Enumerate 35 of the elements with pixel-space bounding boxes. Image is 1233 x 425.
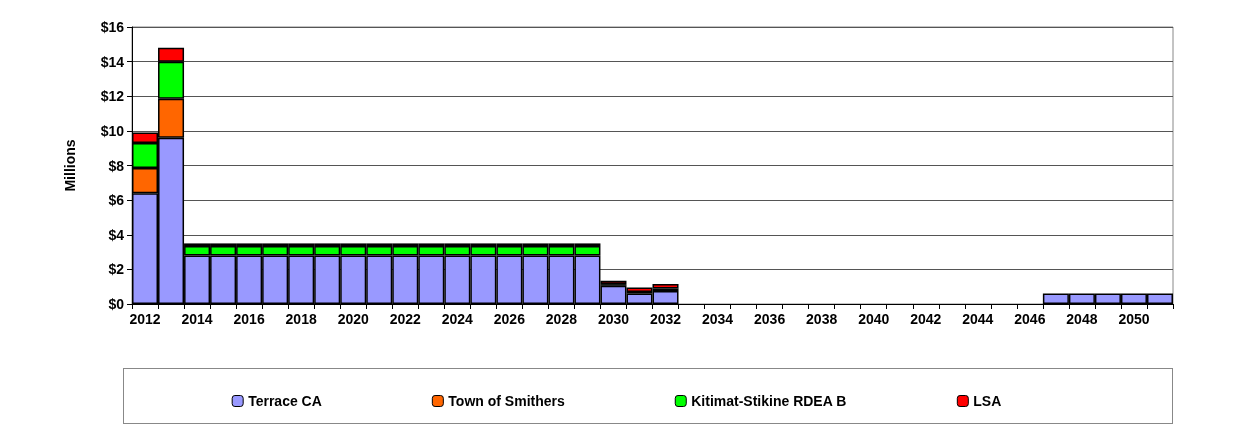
y-tick-label: $8 bbox=[108, 157, 125, 174]
x-tick-label: 2016 bbox=[233, 311, 265, 327]
y-tick-label: $14 bbox=[100, 53, 125, 70]
x-tick-label: 2038 bbox=[806, 311, 838, 327]
y-tick-label: $10 bbox=[100, 122, 125, 139]
y-tick-label: $6 bbox=[108, 192, 125, 209]
x-tick-label: 2024 bbox=[441, 311, 474, 327]
x-tick-label: 2044 bbox=[962, 311, 994, 327]
y-tick-label: $12 bbox=[100, 88, 125, 105]
legend-label: Kitimat-Stikine RDEA B bbox=[691, 393, 847, 409]
x-tick-label: 2026 bbox=[493, 311, 526, 327]
bar bbox=[652, 284, 679, 289]
y-tick-label: $2 bbox=[108, 261, 125, 278]
x-tick-label: 2032 bbox=[649, 311, 682, 327]
legend-label: Terrace CA bbox=[248, 393, 322, 409]
x-tick-label: 2034 bbox=[701, 311, 734, 327]
y-tick-label: $16 bbox=[100, 19, 125, 35]
x-tick-label: 2028 bbox=[545, 311, 578, 327]
x-tick-label: 2042 bbox=[910, 311, 942, 327]
x-tick-label: 2036 bbox=[754, 311, 786, 327]
x-tick-label: 2040 bbox=[858, 311, 890, 327]
y-tick-label: $0 bbox=[108, 296, 125, 312]
x-tick-label: 2048 bbox=[1066, 311, 1098, 327]
x-tick-label: 2030 bbox=[597, 311, 630, 327]
x-tick-label: 2018 bbox=[285, 311, 317, 327]
x-tick-label: 2012 bbox=[129, 311, 161, 327]
y-axis-title: Millions bbox=[62, 139, 78, 192]
x-tick-label: 2022 bbox=[389, 311, 422, 327]
legend-label: Town of Smithers bbox=[448, 393, 565, 409]
x-tick-label: 2014 bbox=[181, 311, 213, 327]
y-tick-label: $4 bbox=[108, 226, 125, 243]
x-tick-label: 2046 bbox=[1014, 311, 1046, 327]
legend-label: LSA bbox=[973, 393, 1002, 409]
x-tick-label: 2020 bbox=[337, 311, 369, 327]
x-tick-label: 2050 bbox=[1118, 311, 1150, 327]
